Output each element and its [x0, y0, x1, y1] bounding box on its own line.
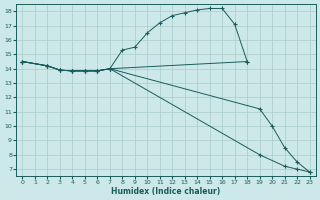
X-axis label: Humidex (Indice chaleur): Humidex (Indice chaleur): [111, 187, 221, 196]
